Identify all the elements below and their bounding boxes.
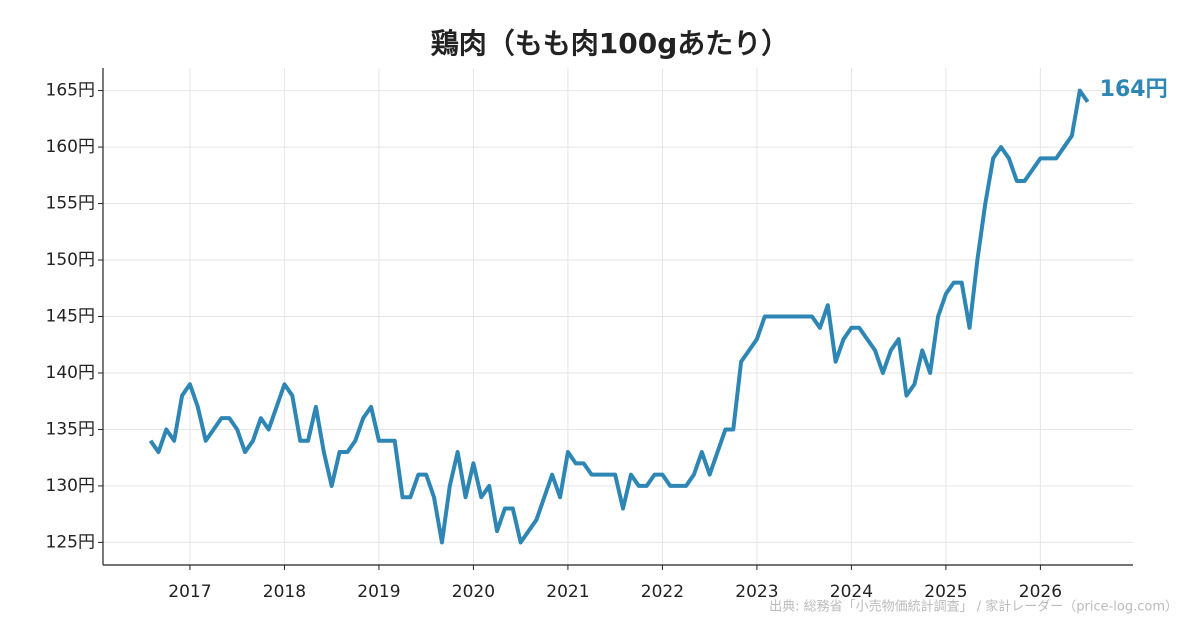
y-tick-label: 160円 [46,137,95,157]
x-tick-label: 2021 [546,582,589,602]
chart-title: 鶏肉（もも肉100gあたり） [431,27,790,60]
y-tick-label: 150円 [46,250,95,270]
y-tick-label: 125円 [46,532,95,552]
source: 出典: 総務省「小売物価統計調査」 / 家計レーダー（price-log.com… [769,599,1178,615]
line [148,88,1090,545]
x-tick-label: 2018 [263,582,306,602]
x-tick-label: 2020 [452,582,495,602]
x-tick-label: 2026 [1019,582,1062,602]
y-tick-label: 155円 [46,194,95,214]
x-tick-label: 2017 [168,582,211,602]
x-tick-label: 2022 [641,582,684,602]
y-tick-label: 165円 [46,81,95,101]
y-tick-label: 135円 [46,419,95,439]
x-tick-label: 2023 [735,582,778,602]
x-tick-label: 2024 [830,582,873,602]
y-tick-label: 140円 [46,363,95,383]
end-label: 164円 [1100,77,1168,102]
y-tick-label: 130円 [46,476,95,496]
x-tick-label: 2019 [357,582,400,602]
y-tick-label: 145円 [46,307,95,327]
x-tick-label: 2025 [924,582,967,602]
